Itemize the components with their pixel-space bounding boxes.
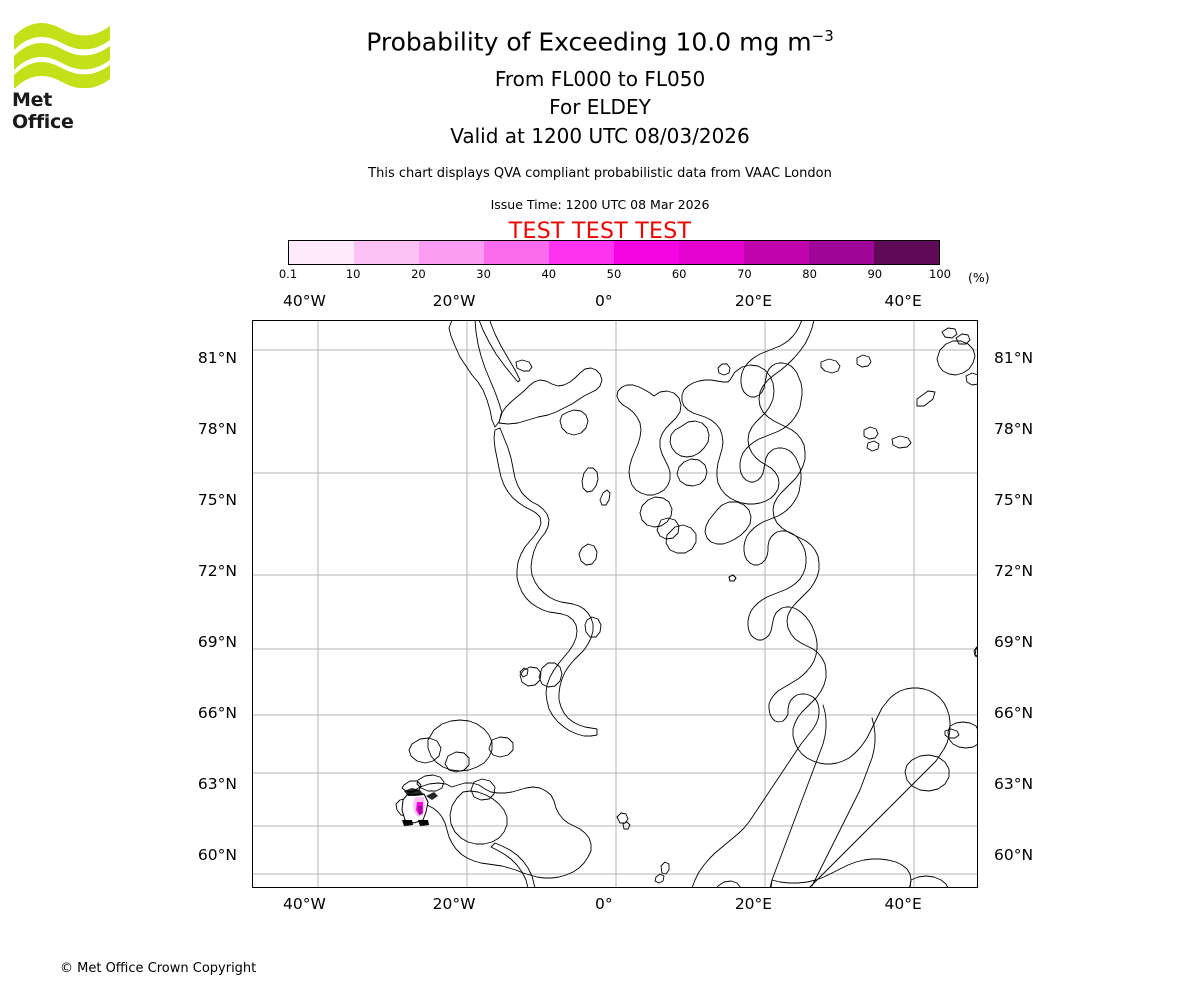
volcano-name: For ELDEY xyxy=(549,95,651,120)
copyright-notice: © Met Office Crown Copyright xyxy=(60,961,257,976)
colorbar-band-8 xyxy=(809,241,874,264)
colorbar-tick-60: 60 xyxy=(671,267,687,281)
longitude-label-20°E: 20°E xyxy=(734,292,773,310)
colorbar-tick-100: 100 xyxy=(929,267,951,281)
longitude-label-40°E: 40°E xyxy=(884,895,922,913)
colorbar-band-3 xyxy=(484,241,549,264)
coastlines xyxy=(395,320,978,888)
latitude-label-right-66°N: 66°N xyxy=(994,703,1034,722)
latitude-label-left-69°N: 69°N xyxy=(197,632,237,651)
met-office-logo: Met Office xyxy=(12,18,112,133)
latitude-label-right-60°N: 60°N xyxy=(994,845,1034,864)
latitude-label-right-75°N: 75°N xyxy=(994,490,1034,509)
colorbar-tick-50: 50 xyxy=(606,267,622,281)
disclaimer-text: This chart displays QVA compliant probab… xyxy=(368,166,832,181)
map-svg xyxy=(252,320,978,888)
colorbar-band-0 xyxy=(289,241,354,264)
colorbar-tick-80: 80 xyxy=(802,267,817,281)
colorbar-band-6 xyxy=(679,241,744,264)
colorbar-band-2 xyxy=(419,241,484,264)
longitude-label-0°: 0° xyxy=(594,292,613,310)
latitude-label-left-75°N: 75°N xyxy=(197,490,237,509)
latitude-label-left-72°N: 72°N xyxy=(197,561,237,580)
colorbar-tick-90: 90 xyxy=(867,267,883,281)
latitude-label-left-66°N: 66°N xyxy=(197,703,237,722)
colorbar-band-5 xyxy=(614,241,679,264)
probability-colorbar: 0.1 10 20 30 40 50 60 70 80 90 100 xyxy=(279,240,951,287)
chart-header: Probability of Exceeding 10.0 mg m−3 Fro… xyxy=(0,0,1200,244)
issue-time: Issue Time: 1200 UTC 08 Mar 2026 xyxy=(490,197,710,212)
latitude-label-right-78°N: 78°N xyxy=(994,419,1034,438)
colorbar-band-9 xyxy=(874,241,939,264)
colorbar-tick-30: 30 xyxy=(476,267,491,281)
latitude-label-left-81°N: 81°N xyxy=(197,348,237,367)
ash-plume xyxy=(401,788,438,826)
latitude-label-left-60°N: 60°N xyxy=(197,845,237,864)
map-plot-area[interactable] xyxy=(252,320,978,888)
longitude-label-20°W: 20°W xyxy=(432,895,476,913)
colorbar-tick-20: 20 xyxy=(411,267,426,281)
colorbar-tick-0.1: 0.1 xyxy=(278,267,298,281)
longitude-label-0°: 0° xyxy=(594,895,613,913)
colorbar-tick-70: 70 xyxy=(737,267,752,281)
latitude-label-right-72°N: 72°N xyxy=(994,561,1034,580)
latitude-label-right-69°N: 69°N xyxy=(994,632,1034,651)
colorbar-tick-10: 10 xyxy=(345,267,361,281)
logo-text: Met Office xyxy=(12,89,74,133)
longitude-label-40°E: 40°E xyxy=(884,292,922,310)
page-title-exponent: −3 xyxy=(811,27,834,45)
longitude-label-20°E: 20°E xyxy=(734,895,773,913)
colorbar-tick-40: 40 xyxy=(541,267,557,281)
test-banner: TEST TEST TEST xyxy=(508,219,692,244)
latitude-label-right-81°N: 81°N xyxy=(994,348,1034,367)
map-gridlines xyxy=(252,320,978,888)
map-frame xyxy=(252,320,978,888)
page-title: Probability of Exceeding 10.0 mg m−3 xyxy=(0,28,1200,56)
flight-level-range: From FL000 to FL050 xyxy=(494,66,706,91)
latitude-label-left-63°N: 63°N xyxy=(197,774,237,793)
longitude-label-20°W: 20°W xyxy=(432,292,476,310)
colorbar-band-1 xyxy=(354,241,419,264)
latitude-label-left-78°N: 78°N xyxy=(197,419,237,438)
latitude-label-right-63°N: 63°N xyxy=(994,774,1034,793)
longitude-label-40°W: 40°W xyxy=(282,895,326,913)
valid-time: Valid at 1200 UTC 08/03/2026 xyxy=(450,123,750,148)
colorbar-tick-labels: 0.1 10 20 30 40 50 60 70 80 90 100 xyxy=(279,267,951,287)
colorbar-band-4 xyxy=(549,241,614,264)
page-title-text: Probability of Exceeding 10.0 mg m xyxy=(366,27,812,57)
logo-waves-icon xyxy=(14,22,110,88)
longitude-label-40°W: 40°W xyxy=(282,292,326,310)
colorbar-unit-label: (%) xyxy=(968,270,990,285)
colorbar-gradient xyxy=(288,240,940,265)
colorbar-band-7 xyxy=(744,241,809,264)
